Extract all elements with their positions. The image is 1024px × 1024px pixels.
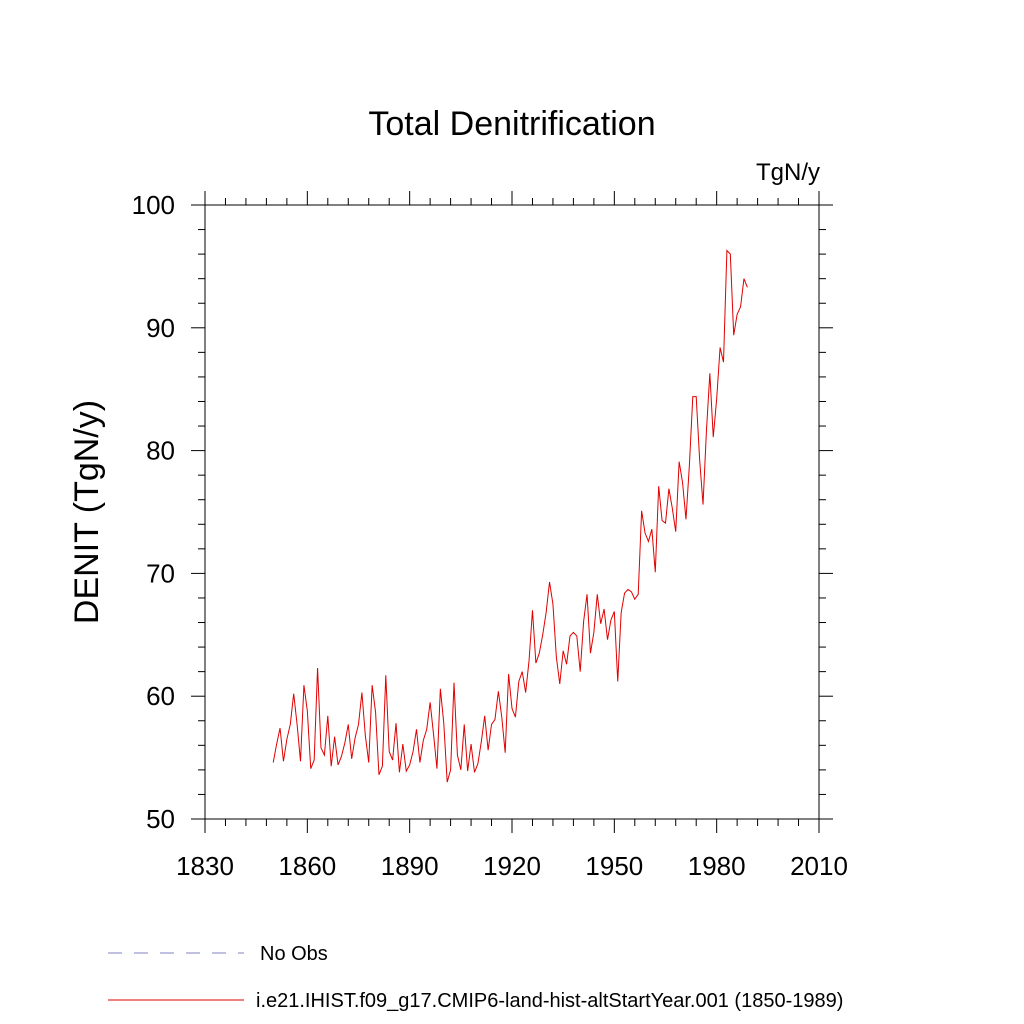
- y-tick-label: 100: [132, 190, 175, 220]
- legend-label-model: i.e21.IHIST.f09_g17.CMIP6-land-hist-altS…: [256, 990, 843, 1012]
- axis-ticks: [191, 191, 833, 833]
- chart-title: Total Denitrification: [368, 105, 655, 143]
- x-tick-label: 1950: [585, 851, 643, 881]
- x-tick-label: 1830: [176, 851, 234, 881]
- y-tick-label: 50: [146, 804, 175, 834]
- x-tick-label: 1860: [278, 851, 336, 881]
- y-tick-label: 60: [146, 681, 175, 711]
- x-tick-label: 1890: [381, 851, 439, 881]
- tick-labels: 1830 1860 1890 1920 1950 1980 2010 50 60 70 80 90 10…: [132, 190, 848, 881]
- legend: No Obs i.e21.IHIST.f09_g17.CMIP6-land-hi…: [108, 943, 843, 1012]
- y-tick-label: 70: [146, 558, 175, 588]
- x-tick-label: 1980: [688, 851, 746, 881]
- y-tick-label: 80: [146, 436, 175, 466]
- legend-label-no-obs: No Obs: [260, 943, 328, 965]
- series-line: [272, 249, 748, 783]
- y-tick-label: 90: [146, 313, 175, 343]
- units-label: TgN/y: [756, 159, 820, 186]
- x-tick-label: 1920: [483, 851, 541, 881]
- x-tick-label: 2010: [790, 851, 848, 881]
- series-layer: [272, 249, 748, 783]
- y-axis-label: DENIT (TgN/y): [68, 400, 106, 624]
